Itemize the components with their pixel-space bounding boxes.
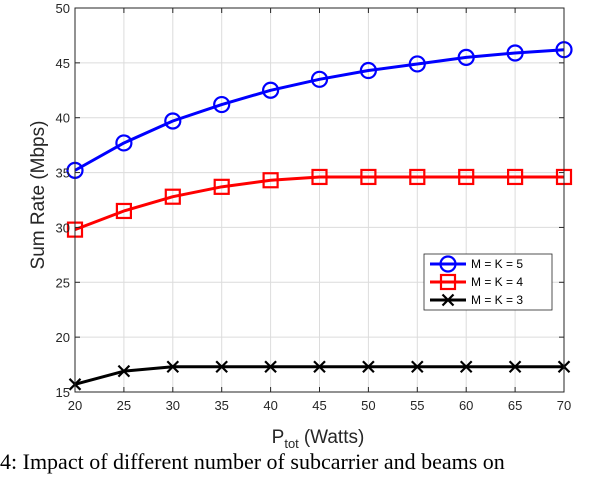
y-tick-label: 50 (56, 1, 70, 16)
legend-marker (439, 273, 457, 291)
x-tick-label: 50 (361, 398, 375, 413)
data-point (262, 81, 280, 99)
data-point (411, 360, 424, 374)
legend-entry: M = K = 5 (430, 255, 523, 273)
legend-marker (441, 293, 455, 307)
data-point (457, 48, 475, 66)
data-point (359, 61, 377, 80)
data-point (117, 364, 131, 378)
data-point (313, 360, 326, 374)
legend-entry: M = K = 4 (430, 273, 523, 291)
data-point (507, 168, 524, 186)
legend-label: M = K = 5 (471, 257, 523, 271)
legend-entry: M = K = 3 (430, 293, 523, 307)
data-point (264, 360, 277, 374)
data-point (213, 178, 230, 195)
data-point (458, 168, 475, 186)
data-point (408, 55, 426, 73)
series-line (74, 175, 564, 232)
data-point (459, 360, 473, 374)
x-tick-label: 60 (459, 398, 473, 413)
x-axis-label-unit: (Watts) (304, 427, 365, 448)
legend-label: M = K = 3 (471, 293, 523, 307)
x-tick-label: 65 (508, 398, 522, 413)
data-point (215, 360, 228, 374)
data-point (262, 172, 279, 189)
data-point (310, 70, 329, 88)
x-axis-label-main: P (272, 427, 285, 448)
data-point (164, 112, 182, 130)
x-tick-label: 25 (117, 398, 131, 413)
x-axis-label: Ptot (Watts) (272, 427, 365, 451)
legend-marker (439, 255, 457, 273)
data-point (508, 360, 522, 374)
data-point (164, 188, 181, 205)
data-point (166, 360, 180, 374)
figure-caption: 4: Impact of different number of subcarr… (0, 449, 505, 474)
x-tick-label: 20 (68, 398, 82, 413)
series-line (74, 48, 565, 172)
data-point (409, 168, 426, 186)
legend-label: M = K = 4 (471, 275, 523, 289)
axes-box (74, 7, 565, 393)
y-tick-label: 25 (56, 275, 70, 290)
x-tick-label: 70 (557, 398, 571, 413)
series-1 (66, 41, 573, 179)
series-3 (68, 360, 571, 391)
plot-area (66, 41, 573, 391)
data-point (506, 44, 524, 62)
data-point (213, 95, 231, 114)
x-tick-label: 35 (214, 398, 228, 413)
y-tick-label: 35 (56, 166, 70, 181)
x-tick-label: 30 (166, 398, 180, 413)
y-tick-label: 40 (56, 111, 70, 126)
x-tick-label: 40 (263, 398, 277, 413)
y-tick-label: 20 (56, 330, 70, 345)
x-axis-label-subscript: tot (284, 436, 299, 451)
data-point (362, 360, 375, 374)
x-tick-label: 55 (410, 398, 424, 413)
legend: M = K = 5 M = K = 4 M = K = 3 (423, 253, 553, 311)
data-point (360, 168, 377, 186)
grid (74, 7, 565, 393)
series-2 (66, 168, 573, 238)
data-point (115, 202, 133, 220)
x-tick-label: 45 (312, 398, 326, 413)
y-axis-label: Sum Rate (Mbps) (28, 121, 49, 270)
y-tick-label: 30 (56, 220, 70, 235)
data-point (115, 134, 133, 152)
y-tick-label: 15 (56, 385, 70, 400)
y-tick-label: 45 (56, 56, 70, 71)
data-point (311, 168, 328, 186)
